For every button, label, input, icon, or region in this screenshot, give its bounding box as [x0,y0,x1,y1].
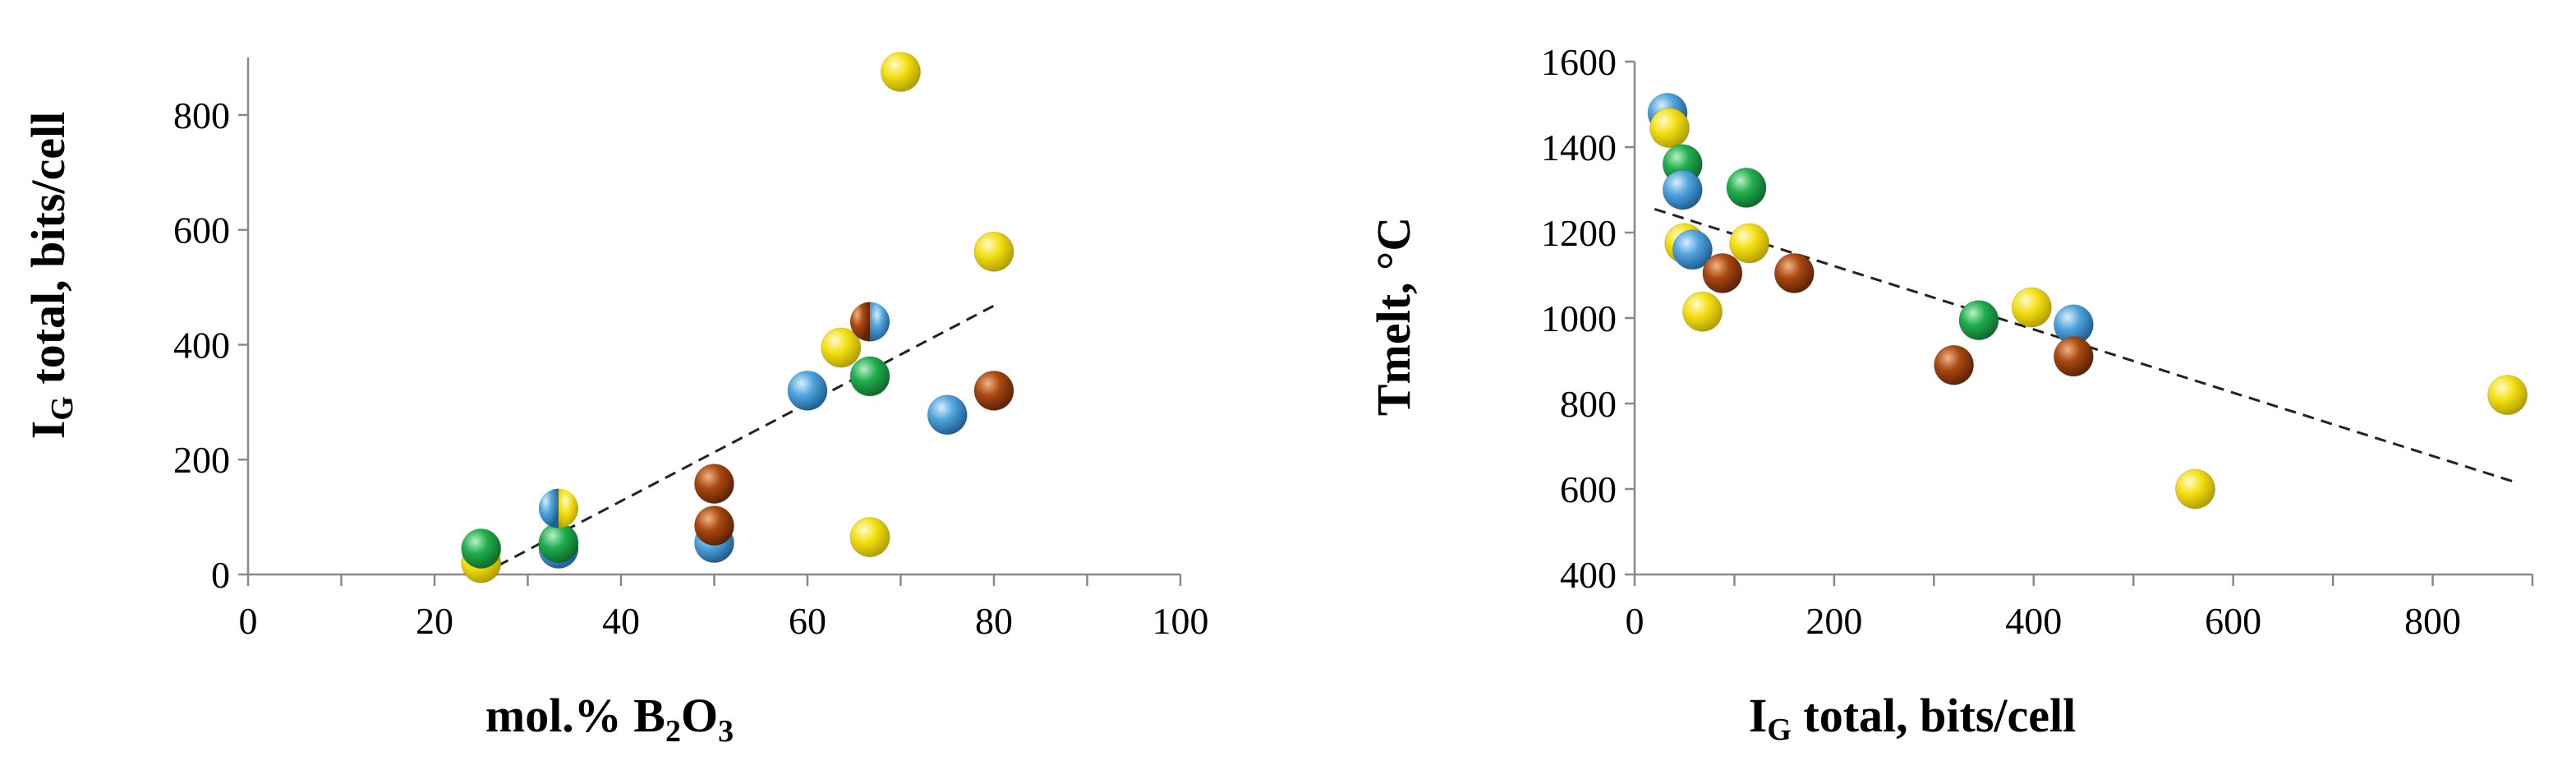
right-x-tick-label: 400 [2005,600,2062,642]
right-data-point [1662,169,1703,210]
right-y-tick-label: 600 [1560,468,1617,510]
left-data-point [881,51,921,92]
left-data-point [461,528,502,570]
left-data-point [927,394,968,436]
left-data-point-ball [927,394,968,436]
left-data-point-ball [694,464,734,505]
left-x-tick-label: 0 [239,600,258,642]
left-x-tick-label: 40 [602,600,640,642]
right-data-point-ball [1934,344,1975,385]
right-y-tick-label: 1400 [1541,127,1617,168]
left-x-axis-title: mol.% B2O3 [485,689,734,749]
right-axes [1625,60,2534,586]
right-x-tick-label: 600 [2205,600,2261,642]
right-data-point [2487,375,2528,416]
left-data-point [694,505,734,547]
right-data-point-ball [1672,229,1713,270]
right-data-point-ball [2053,336,2094,377]
right-data-point-ball [1773,252,1815,293]
left-data-point [973,370,1014,411]
right-data-point-ball [2487,375,2528,416]
right-y-tick-label: 1200 [1541,212,1617,254]
chart-left: 0 200 400 600 800 0 20 40 60 80 100 IG total, bits… [21,51,1209,749]
left-data-point-ball [849,356,890,397]
left-data-point-ball [787,370,828,411]
right-y-axis-title: Tmelt, °C [1367,217,1420,416]
left-data-point [973,231,1014,272]
right-data-point [1672,229,1713,270]
right-data-point [2175,468,2216,510]
left-tick-labels: 0 200 400 600 800 0 20 40 60 80 100 [173,95,1209,642]
chart-right-svg: 400 600 800 1000 1200 1400 1600 0 200 400 600 800 T… [1367,41,2534,747]
left-y-tick-label: 0 [211,554,230,596]
right-data-point [1702,252,1743,293]
left-data-point [849,517,890,558]
left-data-point-ball [849,517,890,558]
left-y-tick-label: 200 [173,439,230,481]
left-points [461,51,1014,584]
right-data-point-ball [2175,468,2216,510]
left-y-axis-title: IG total, bits/cell [21,112,80,439]
left-data-point-ball [881,51,921,92]
left-axes [238,58,1182,586]
left-data-point-half [870,302,890,342]
left-data-point [849,356,890,397]
chart-right: 400 600 800 1000 1200 1400 1600 0 200 400 600 800 T… [1288,0,2576,775]
right-x-tick-label: 200 [1806,600,1862,642]
right-data-point [1934,344,1975,385]
left-data-point [850,302,890,342]
right-data-point [1729,223,1770,264]
left-y-tick-label: 400 [173,324,230,366]
left-data-point-ball [973,231,1014,272]
right-data-point [1726,167,1767,208]
left-data-point-ball [538,523,579,564]
right-data-point-ball [2011,287,2052,328]
right-data-point-ball [1726,167,1767,208]
chart-left-svg: 0 200 400 600 800 0 20 40 60 80 100 IG total, bits… [21,51,1209,749]
right-data-point-ball [1729,223,1770,264]
left-y-tick-label: 800 [173,95,230,136]
right-data-point-ball [1662,169,1703,210]
left-data-point [538,523,579,564]
right-x-tick-label: 0 [1626,600,1644,642]
right-y-tick-label: 400 [1560,554,1617,596]
right-data-point-ball [1682,291,1723,332]
right-y-tick-label: 1600 [1541,41,1617,83]
left-data-point [694,464,734,505]
right-data-point [1682,291,1723,332]
right-data-point [1958,300,1999,341]
right-tick-labels: 400 600 800 1000 1200 1400 1600 0 200 400 600 800 [1541,41,2461,642]
left-data-point-ball [694,505,734,547]
right-data-point-ball [1958,300,1999,341]
left-x-tick-label: 100 [1152,600,1209,642]
right-data-point-ball [1702,252,1743,293]
left-data-point-ball [461,528,502,570]
left-data-point-ball [973,370,1014,411]
left-data-point [821,327,862,368]
right-x-axis-title: IG total, bits/cell [1749,689,2076,747]
right-x-tick-label: 800 [2404,600,2461,642]
left-data-point [538,488,578,528]
left-y-tick-label: 600 [173,210,230,251]
right-data-point-ball [1649,108,1690,149]
right-y-tick-label: 1000 [1541,298,1617,339]
left-data-point-half [558,488,578,528]
left-x-tick-label: 80 [975,600,1013,642]
left-data-point [787,370,828,411]
right-data-point [2011,287,2052,328]
left-data-point-ball [821,327,862,368]
right-data-point [2053,336,2094,377]
right-points [1647,92,2528,510]
right-y-tick-label: 800 [1560,383,1617,425]
left-x-tick-label: 60 [789,600,826,642]
left-data-point-half [538,488,559,528]
right-data-point [1649,108,1690,149]
left-data-point-half [850,302,871,342]
right-data-point [1773,252,1815,293]
left-x-tick-label: 20 [416,600,453,642]
